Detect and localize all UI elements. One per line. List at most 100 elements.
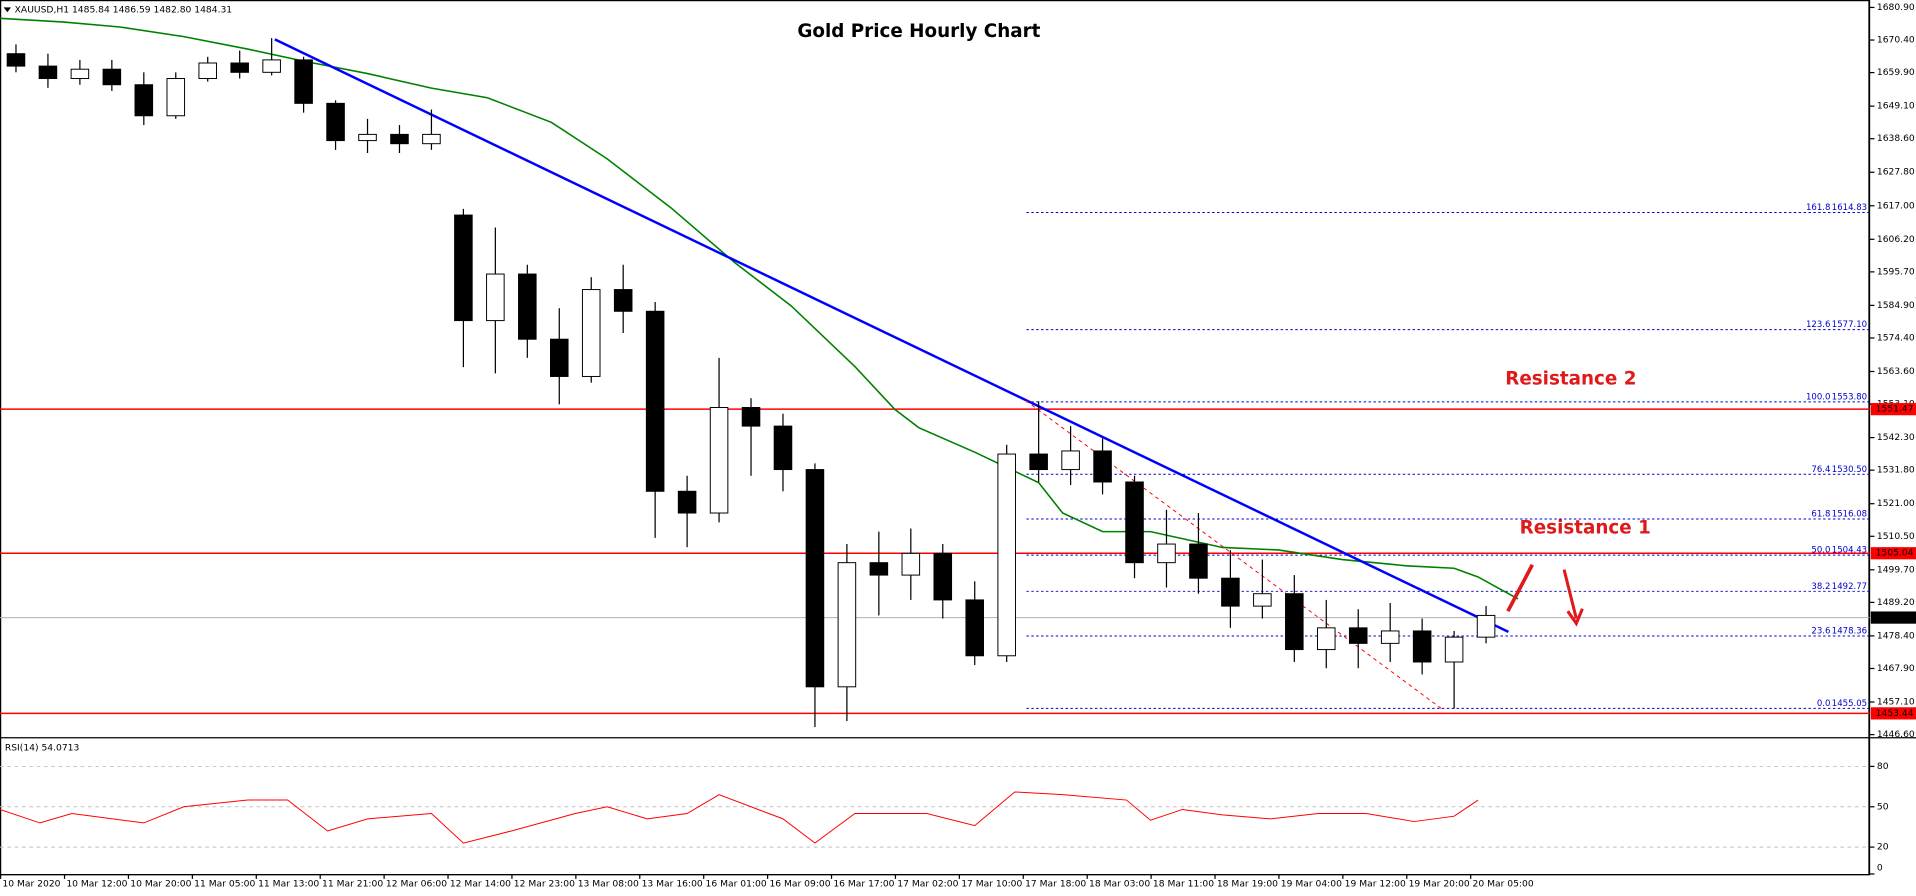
- x-tick-label: 11 Mar 05:00: [194, 878, 255, 889]
- arrow-head: [1566, 608, 1584, 627]
- candle-body: [326, 102, 345, 142]
- x-tick-label: 10 Mar 12:00: [66, 878, 127, 889]
- fib-ratio: 38.2: [1811, 582, 1830, 592]
- x-tick-label: 12 Mar 06:00: [386, 878, 447, 889]
- candle-body: [805, 469, 825, 688]
- rsi-line: [0, 791, 1479, 844]
- y-tick-label: 1595.70: [1877, 266, 1915, 277]
- x-tick-label: 18 Mar 19:00: [1217, 878, 1278, 889]
- candle-body: [1285, 593, 1304, 651]
- y-tick-label: 1584.90: [1877, 300, 1915, 311]
- trendline: [1025, 400, 1442, 709]
- fib-price: 1516.08: [1832, 510, 1867, 520]
- candle-body: [166, 78, 186, 117]
- candle-body: [358, 133, 377, 142]
- x-tick-label: 12 Mar 14:00: [450, 878, 511, 889]
- fib-price: 1577.10: [1832, 320, 1867, 330]
- fib-price: 1455.05: [1832, 699, 1867, 709]
- candle-body: [997, 453, 1016, 657]
- level-label-box: [1870, 547, 1916, 560]
- fib-price: 1530.50: [1832, 465, 1867, 475]
- y-tick-label: 1617.00: [1877, 200, 1915, 211]
- x-tick-label: 16 Mar 09:00: [769, 878, 830, 889]
- y-tick-label: 1670.40: [1877, 35, 1915, 46]
- level-label-box: [1870, 707, 1916, 720]
- candle-body: [1253, 593, 1272, 607]
- candle-body: [837, 562, 857, 688]
- fib-ratio: 100.0: [1806, 393, 1830, 403]
- annotation: Resistance 2: [1505, 369, 1636, 390]
- level-label: 1551.47: [1876, 404, 1914, 415]
- x-tick-label: 11 Mar 13:00: [258, 878, 319, 889]
- candle-body: [486, 273, 505, 322]
- y-tick-label: 1638.60: [1877, 133, 1915, 144]
- rsi-y-tick-label: 80: [1877, 761, 1889, 772]
- candle-body: [613, 289, 633, 312]
- candle-body: [294, 59, 313, 104]
- y-tick-label: 1563.60: [1877, 366, 1915, 377]
- y-tick-label: 1531.80: [1877, 465, 1915, 476]
- arrow-down: [1562, 569, 1578, 619]
- header-icon: [3, 7, 11, 13]
- y-tick-label: 1659.90: [1877, 67, 1915, 78]
- y-tick-label: 1606.20: [1877, 234, 1915, 245]
- candle-body: [901, 552, 921, 576]
- fib-price: 1492.77: [1832, 582, 1867, 592]
- level-label-box: [1870, 403, 1916, 416]
- annotation: Resistance 1: [1520, 518, 1651, 539]
- candle-body: [38, 65, 58, 80]
- y-tick-label: 1510.50: [1877, 531, 1915, 542]
- fib-ratio: 161.8: [1806, 203, 1830, 213]
- candle-body: [1476, 614, 1496, 638]
- candle-body: [262, 59, 281, 73]
- y-tick-label: 1680.90: [1877, 2, 1915, 13]
- fib-ratio: 50.0: [1811, 546, 1830, 556]
- candle-body: [390, 133, 409, 145]
- y-tick-label: 1457.10: [1877, 697, 1915, 708]
- fib-price: 1553.80: [1832, 393, 1867, 403]
- x-tick-label: 19 Mar 04:00: [1281, 878, 1342, 889]
- header: XAUUSD,H1 1485.84 1486.59 1482.80 1484.3…: [15, 4, 232, 15]
- candle-body: [6, 53, 26, 67]
- rsi-title: RSI(14) 54.0713: [5, 743, 80, 754]
- x-tick-label: 10 Mar 2020: [2, 878, 60, 889]
- candle-body: [1348, 627, 1368, 644]
- level-label: 1453.44: [1876, 708, 1914, 719]
- x-tick-label: 13 Mar 16:00: [642, 878, 703, 889]
- y-tick-label: 1521.00: [1877, 498, 1915, 509]
- level-label: 1505.04: [1876, 548, 1914, 559]
- fib-ratio: 123.6: [1806, 320, 1830, 330]
- candle-body: [645, 310, 665, 492]
- arrow-up: [1506, 563, 1534, 613]
- candle-body: [454, 214, 473, 322]
- trendline: [274, 38, 1509, 633]
- candle-body: [1125, 481, 1144, 564]
- candle-body: [1380, 630, 1400, 644]
- candle-body: [70, 68, 90, 80]
- y-tick-label: 1489.20: [1877, 597, 1915, 608]
- fib-price: 1614.83: [1832, 203, 1867, 213]
- y-tick-label: 1499.70: [1877, 564, 1915, 575]
- candle-body: [198, 62, 218, 80]
- y-tick-label: 1478.40: [1877, 630, 1915, 641]
- y-tick-label: 1649.10: [1877, 101, 1915, 112]
- x-tick-label: 18 Mar 03:00: [1089, 878, 1150, 889]
- candle-body: [1316, 627, 1336, 651]
- x-tick-label: 12 Mar 23:00: [514, 878, 575, 889]
- candle-body: [1093, 450, 1112, 483]
- fib-ratio: 76.4: [1811, 465, 1830, 475]
- current-price-label: 1484.31: [1876, 612, 1914, 623]
- fib-price: 1504.43: [1832, 546, 1867, 556]
- x-tick-label: 20 Mar 05:00: [1473, 878, 1534, 889]
- plot-frame: [0, 0, 1870, 876]
- candle-body: [773, 425, 793, 471]
- candle-body: [518, 273, 537, 340]
- candle-body: [422, 133, 441, 145]
- candle-body: [549, 338, 569, 377]
- rsi-y-tick-label: 20: [1877, 842, 1889, 853]
- candle-body: [1029, 453, 1048, 471]
- x-tick-label: 19 Mar 20:00: [1409, 878, 1470, 889]
- y-tick-label: 1627.80: [1877, 167, 1915, 178]
